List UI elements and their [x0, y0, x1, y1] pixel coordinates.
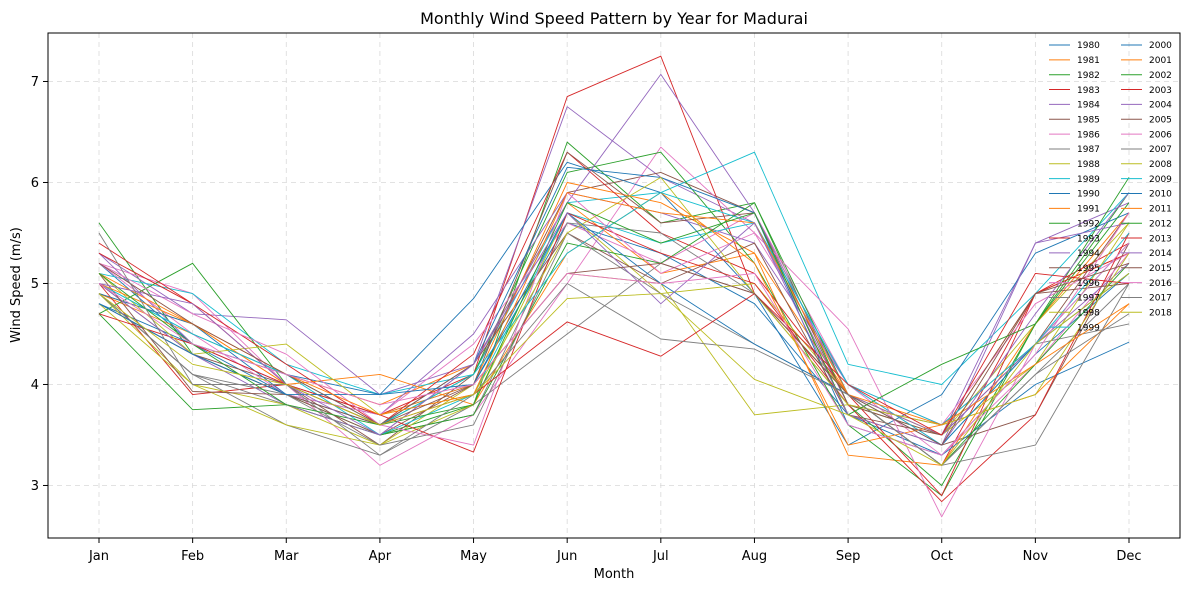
x-tick-label: Jul — [652, 549, 669, 564]
x-axis-label: Month — [594, 567, 635, 582]
legend-label: 1980 — [1077, 41, 1100, 51]
x-tick-label: May — [460, 549, 487, 564]
x-tick-label: Jan — [88, 549, 109, 564]
x-tick-label: Oct — [930, 549, 952, 564]
legend-label: 2018 — [1149, 309, 1172, 319]
x-tick-label: Dec — [1116, 549, 1141, 564]
legend-label: 1996 — [1077, 279, 1100, 289]
x-tick-label: Jun — [556, 549, 577, 564]
legend-label: 1986 — [1077, 130, 1100, 140]
legend-label: 2008 — [1149, 160, 1172, 170]
legend-label: 1985 — [1077, 115, 1100, 125]
legend-label: 1990 — [1077, 190, 1100, 200]
legend: 1980 1981 1982 1983 1984 1985 1986 1987 1988 1989… — [1049, 41, 1172, 333]
series-line-2018 — [98, 273, 1130, 466]
legend-label: 1981 — [1077, 56, 1100, 66]
series-line-1986 — [98, 146, 1130, 466]
chart-title: Monthly Wind Speed Pattern by Year for M… — [420, 9, 808, 28]
x-tick-label: Feb — [181, 549, 204, 564]
legend-label: 1982 — [1077, 71, 1100, 81]
y-axis: 3 4 5 6 7 — [31, 75, 48, 494]
series-line-2011 — [98, 192, 1130, 426]
legend-label: 1998 — [1077, 309, 1100, 319]
legend-label: 1997 — [1077, 294, 1100, 304]
legend-label: 2005 — [1149, 115, 1172, 125]
legend-label: 2014 — [1149, 249, 1172, 259]
legend-label: 2013 — [1149, 234, 1172, 244]
legend-label: 1984 — [1077, 101, 1100, 111]
legend-label: 1987 — [1077, 145, 1100, 155]
legend-label: 2001 — [1149, 56, 1172, 66]
legend-label: 1989 — [1077, 175, 1100, 185]
x-tick-label: Nov — [1023, 549, 1049, 564]
series-line-2000 — [98, 166, 1130, 456]
series-line-2015 — [98, 262, 1130, 446]
y-axis-label: Wind Speed (m/s) — [9, 227, 24, 343]
series-line-2002 — [98, 202, 1130, 466]
series-line-2016 — [98, 212, 1130, 456]
y-tick-label: 7 — [31, 75, 39, 90]
x-tick-label: Mar — [274, 549, 299, 564]
legend-label: 2012 — [1149, 219, 1172, 229]
legend-label: 1992 — [1077, 219, 1100, 229]
series-line-1983 — [98, 55, 1130, 466]
legend-label: 1994 — [1077, 249, 1100, 259]
x-axis: Jan Feb Mar Apr May Jun Jul Aug Sep Oct Nov Dec — [88, 538, 1142, 564]
series-line-2017 — [98, 232, 1130, 466]
y-tick-label: 3 — [31, 479, 39, 494]
legend-label: 2010 — [1149, 190, 1172, 200]
legend-label: 1991 — [1077, 205, 1100, 215]
y-tick-label: 4 — [31, 378, 39, 393]
y-tick-label: 6 — [31, 176, 39, 191]
legend-label: 2009 — [1149, 175, 1172, 185]
legend-label: 1988 — [1077, 160, 1100, 170]
series-line-1988 — [98, 222, 1130, 446]
series-line-2012 — [98, 202, 1130, 426]
legend-label: 2016 — [1149, 279, 1172, 289]
x-tick-label: Aug — [742, 549, 767, 564]
series-line-2010 — [98, 212, 1130, 446]
legend-label: 2006 — [1149, 130, 1172, 140]
series-lines — [98, 55, 1130, 518]
legend-label: 2003 — [1149, 86, 1172, 96]
legend-label: 2015 — [1149, 264, 1172, 274]
grid — [48, 33, 1180, 538]
series-line-1992 — [98, 151, 1130, 497]
legend-label: 2002 — [1149, 71, 1172, 81]
series-line-1981 — [98, 202, 1130, 436]
legend-label: 2017 — [1149, 294, 1172, 304]
series-line-2014 — [98, 192, 1130, 446]
legend-label: 2011 — [1149, 205, 1172, 215]
legend-label: 1999 — [1077, 323, 1100, 333]
y-tick-label: 5 — [31, 277, 39, 292]
legend-label: 1993 — [1077, 234, 1100, 244]
plot-frame — [47, 32, 1181, 539]
series-line-2007 — [98, 232, 1130, 466]
series-line-2009 — [98, 192, 1130, 426]
x-tick-label: Apr — [369, 549, 392, 564]
legend-label: 2000 — [1149, 41, 1172, 51]
series-line-2006 — [98, 192, 1130, 518]
legend-label: 2007 — [1149, 145, 1172, 155]
legend-label: 1995 — [1077, 264, 1100, 274]
x-tick-label: Sep — [836, 549, 861, 564]
series-line-1993 — [98, 151, 1130, 497]
legend-label: 1983 — [1077, 86, 1100, 96]
series-line-1989 — [98, 151, 1130, 396]
legend-label: 2004 — [1149, 101, 1172, 111]
series-line-1984 — [98, 106, 1130, 436]
